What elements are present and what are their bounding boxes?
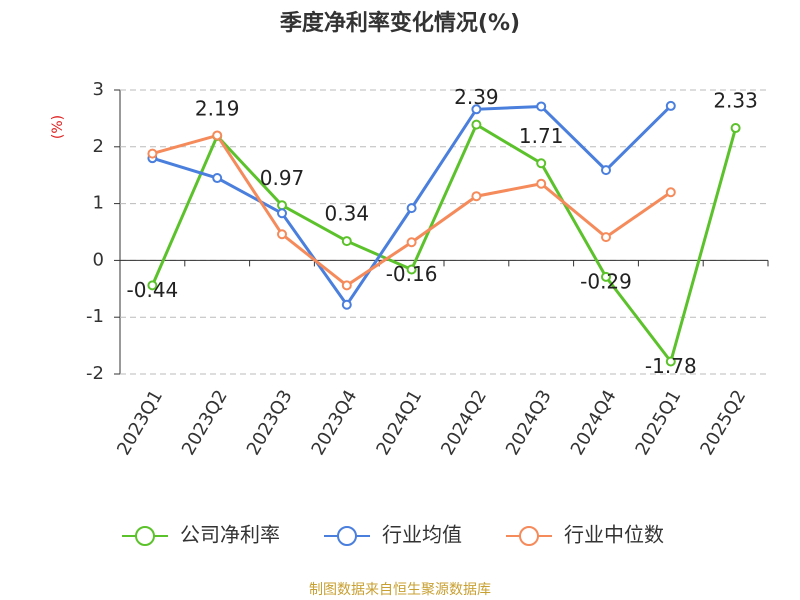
point xyxy=(471,119,482,130)
x-tick-label: 2024Q3 xyxy=(502,387,556,459)
point xyxy=(601,232,611,243)
point xyxy=(212,130,223,141)
point xyxy=(665,100,676,111)
y-tick-label: 0 xyxy=(93,249,104,270)
point xyxy=(406,237,417,248)
point xyxy=(147,148,158,159)
point xyxy=(536,178,547,189)
point xyxy=(277,200,287,211)
series-line xyxy=(151,122,738,365)
data-label: 0.34 xyxy=(325,202,370,226)
x-tick-label: 2023Q3 xyxy=(243,387,297,459)
point xyxy=(471,104,482,115)
x-tick-label: 2024Q1 xyxy=(372,387,426,459)
point xyxy=(471,191,482,202)
point xyxy=(665,356,676,367)
y-tick-label: -2 xyxy=(86,363,104,384)
data-label: -0.44 xyxy=(127,278,179,302)
x-tick-label: 2023Q2 xyxy=(178,387,232,459)
legend-label[interactable]: 行业中位数 xyxy=(564,523,664,547)
point xyxy=(730,123,741,134)
legend-marker[interactable] xyxy=(337,526,357,546)
data-label: -0.29 xyxy=(580,269,632,293)
point xyxy=(277,229,287,240)
y-tick-label: 2 xyxy=(93,136,104,157)
point xyxy=(277,208,287,219)
x-tick-label: 2025Q2 xyxy=(696,387,750,459)
chart-title: 季度净利率变化情况(%) xyxy=(280,10,520,36)
y-tick-label: 1 xyxy=(93,193,104,214)
point xyxy=(341,299,352,310)
y-tick-label: -1 xyxy=(86,306,104,327)
y-axis-label: (%) xyxy=(50,115,66,139)
x-tick-label: 2024Q2 xyxy=(437,387,491,459)
point xyxy=(341,236,352,247)
data-label: 2.39 xyxy=(454,85,499,109)
point xyxy=(406,264,417,275)
x-tick-label: 2023Q4 xyxy=(308,387,362,459)
point xyxy=(212,173,223,184)
legend-marker[interactable] xyxy=(519,526,539,546)
legend-label[interactable]: 行业均值 xyxy=(382,523,462,547)
point xyxy=(536,101,547,112)
data-label: -1.78 xyxy=(645,354,697,378)
y-tick-label: 3 xyxy=(93,79,104,100)
x-tick-label: 2025Q1 xyxy=(632,387,686,459)
data-label: 2.19 xyxy=(195,97,240,121)
legend-marker[interactable] xyxy=(135,526,155,546)
legend-label[interactable]: 公司净利率 xyxy=(180,523,280,547)
source: 制图数据来自恒生聚源数据库 xyxy=(309,582,491,598)
point xyxy=(601,165,611,176)
data-label: 0.97 xyxy=(260,166,305,190)
point xyxy=(536,158,547,169)
data-label: -0.16 xyxy=(386,262,438,286)
point xyxy=(601,271,611,282)
point xyxy=(147,280,158,291)
data-label: 2.33 xyxy=(713,89,758,113)
x-tick-label: 2023Q1 xyxy=(113,387,167,459)
point xyxy=(665,187,676,198)
point xyxy=(406,203,417,214)
x-tick-label: 2024Q4 xyxy=(567,387,621,459)
point xyxy=(341,280,352,291)
data-label: 1.71 xyxy=(519,124,564,148)
